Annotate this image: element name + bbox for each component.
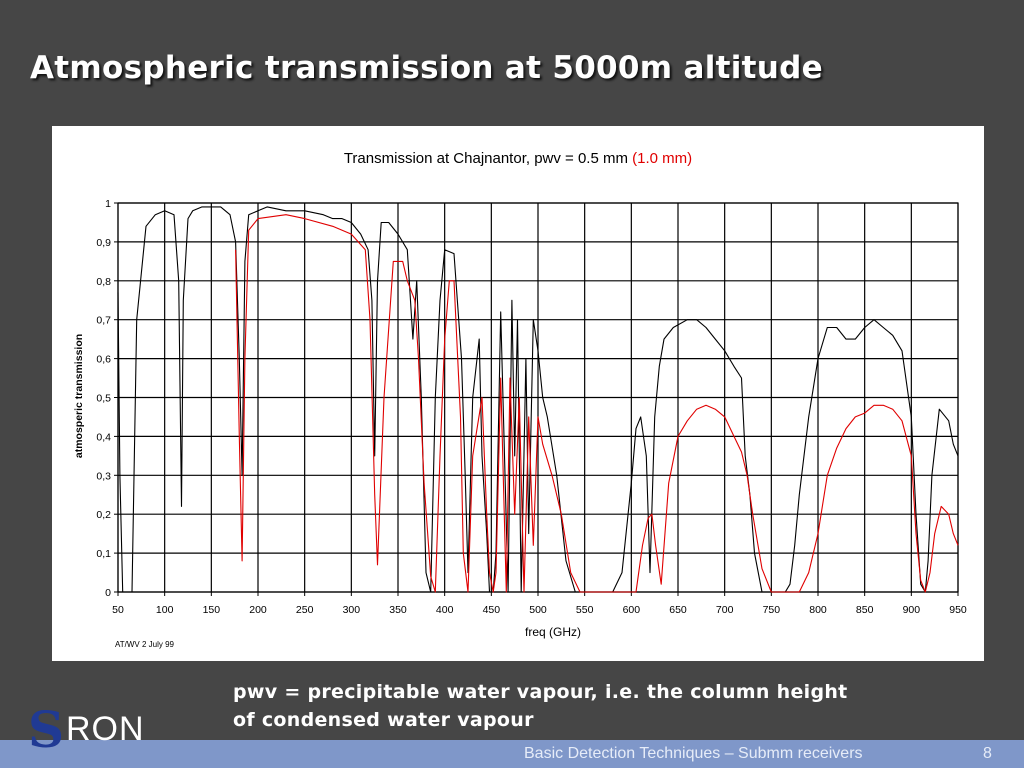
caption-line-1: pwv = precipitable water vapour, i.e. th…	[233, 681, 848, 703]
x-tick-label: 150	[203, 604, 221, 616]
x-tick-label: 650	[669, 604, 687, 616]
x-tick-label: 500	[529, 604, 547, 616]
x-tick-label: 250	[296, 604, 314, 616]
x-tick-label: 850	[856, 604, 874, 616]
x-axis-label: freq (GHz)	[525, 625, 581, 639]
y-tick-label: 0,8	[96, 276, 111, 288]
series-line-pwv-0-5	[117, 206, 959, 593]
logo-text: RON	[66, 710, 145, 748]
x-tick-label: 750	[763, 604, 781, 616]
chart-panel: Transmission at Chajnantor, pwv = 0.5 mm…	[52, 126, 984, 661]
x-tick-label: 900	[903, 604, 921, 616]
x-tick-label: 600	[623, 604, 641, 616]
y-tick-label: 0,4	[96, 431, 111, 443]
page-number: 8	[983, 745, 992, 762]
transmission-chart: Transmission at Chajnantor, pwv = 0.5 mm…	[73, 150, 967, 649]
footer-bar	[0, 740, 1024, 768]
x-tick-label: 700	[716, 604, 734, 616]
x-tick-label: 350	[389, 604, 407, 616]
x-tick-label: 200	[249, 604, 267, 616]
y-tick-label: 0,3	[96, 470, 111, 482]
x-tick-label: 450	[483, 604, 501, 616]
sron-logo: S RON	[28, 700, 168, 759]
slide-title: Atmospheric transmission at 5000m altitu…	[30, 50, 823, 86]
y-tick-label: 0,6	[96, 354, 111, 366]
x-tick-label: 50	[112, 604, 124, 616]
series-lines	[117, 206, 959, 593]
chart-title-red: (1.0 mm)	[632, 150, 692, 167]
caption-line-2: of condensed water vapour	[233, 709, 534, 731]
logo-letter: S	[28, 700, 65, 759]
x-tick-labels: 50 100 150 200 250 300 350 400 450 500 550 600 650 70…	[112, 604, 967, 616]
y-axis-label: atmosperic transmission	[73, 334, 85, 458]
chart-note: AT/WV 2 July 99	[115, 640, 175, 649]
series-line-pwv-1-0	[235, 214, 959, 593]
footer-text: Basic Detection Techniques – Submm recei…	[524, 745, 863, 762]
caption: pwv = precipitable water vapour, i.e. th…	[233, 678, 993, 734]
y-tick-label: 0,5	[96, 393, 111, 405]
y-tick-label: 1	[105, 198, 111, 210]
y-tick-label: 0,1	[96, 548, 111, 560]
x-tick-label: 950	[949, 604, 967, 616]
y-tick-label: 0	[105, 587, 111, 599]
y-tick-label: 0,9	[96, 237, 111, 249]
x-tick-label: 800	[809, 604, 827, 616]
x-tick-label: 300	[343, 604, 361, 616]
x-tick-label: 550	[576, 604, 594, 616]
chart-grid	[114, 202, 959, 596]
y-tick-labels: 0 0,1 0,2 0,3 0,4 0,5 0,6 0,7 0,8 0,9 1	[96, 198, 111, 599]
chart-title: Transmission at Chajnantor, pwv = 0.5 mm…	[344, 150, 692, 167]
y-tick-label: 0,2	[96, 509, 111, 521]
x-tick-label: 100	[156, 604, 174, 616]
y-tick-label: 0,7	[96, 315, 111, 327]
x-tick-label: 400	[436, 604, 454, 616]
